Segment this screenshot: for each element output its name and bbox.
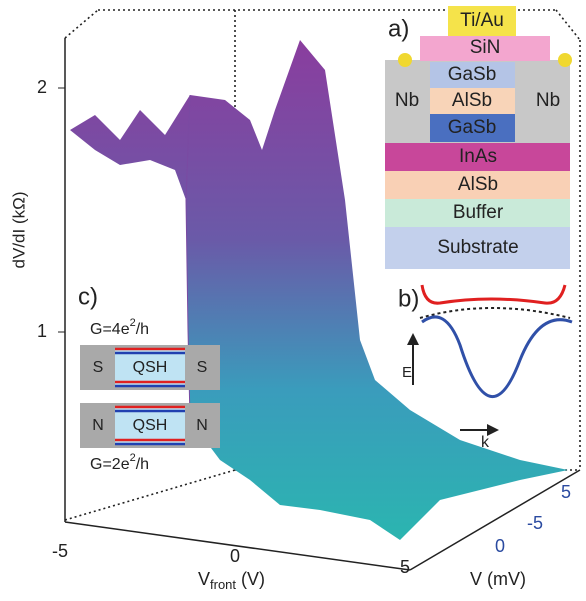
layer-label: GaSb [448,64,497,85]
y-tick: -5 [527,513,543,533]
x-label-unit: (V) [236,569,265,589]
panel-c: c) G=4e2/h S QSH S N QSH N G=2e2/h [78,283,220,473]
z-label: dV/dI (kΩ) [9,192,28,269]
g-exp: 2 [130,452,136,464]
conductance-label: G=4e2/h [90,317,149,338]
contact: N [196,417,208,434]
layer-label: AlSb [452,90,492,111]
g-exp: 2 [130,317,136,329]
x-tick: 5 [400,557,410,577]
y-label: V (mV) [470,569,526,589]
layer-label: Substrate [437,237,518,258]
y-tick: 5 [561,482,571,502]
panel-tag: a) [388,15,409,42]
contact-label: Nb [536,90,560,111]
x-tick: 0 [230,546,240,566]
panel-tag: b) [398,285,419,312]
x-label-sub: front [210,577,236,592]
layer-label: GaSb [448,117,497,138]
g-rest: /h [136,321,149,338]
axis-label: E [402,364,412,381]
qsh: QSH [133,417,168,434]
contact-label: Nb [395,90,419,111]
layer-label: SiN [470,37,501,58]
panel-tag: c) [78,283,98,310]
qsh: QSH [133,359,168,376]
layer-label: InAs [459,146,497,167]
x-label: Vfront (V) [198,569,265,593]
layer-label: Buffer [453,202,504,223]
layer-label: AlSb [458,174,498,195]
g-rest: /h [136,456,149,473]
x-tick: -5 [52,541,68,561]
z-tick: 1 [37,321,47,341]
panel-b: b) E k [398,284,573,451]
panel-a: a) Ti/Au SiN GaSb AlSb GaSb InAs AlSb Bu… [385,6,572,269]
layer-label: Ti/Au [460,10,504,31]
contact: S [197,359,208,376]
x-label-main: V [198,569,210,589]
z-tick: 2 [37,77,47,97]
conductance-label: G=2e2/h [90,452,149,473]
contact: N [92,417,104,434]
contact: S [93,359,104,376]
y-tick: 0 [495,536,505,556]
g-base: G=4e [90,321,130,338]
g-base: G=2e [90,456,130,473]
axis-label: k [481,434,490,451]
